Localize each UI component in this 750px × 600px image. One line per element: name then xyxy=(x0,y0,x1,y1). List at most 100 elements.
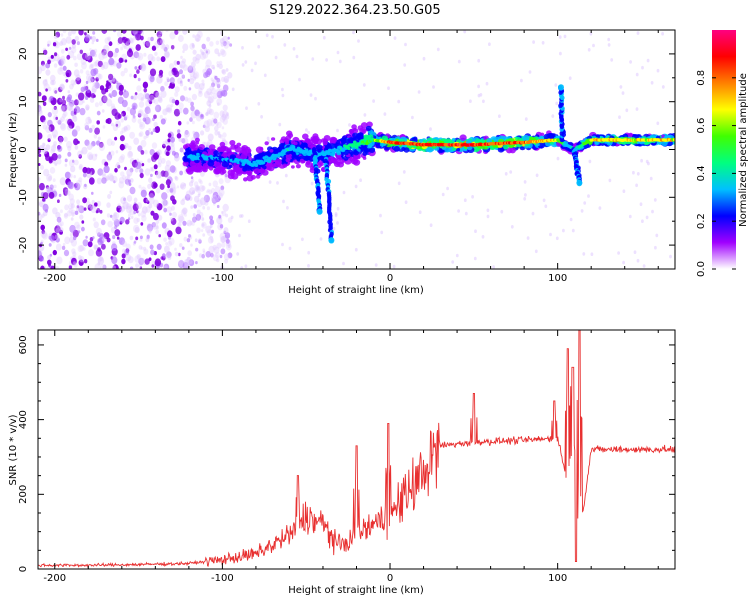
noise-blob xyxy=(198,87,203,94)
noise-blob xyxy=(204,195,208,199)
noise-blob xyxy=(148,193,155,200)
noise-blob xyxy=(94,263,101,269)
noise-blob xyxy=(120,154,126,161)
noise-blob xyxy=(202,233,206,237)
noise-blob xyxy=(107,36,111,41)
noise-blob xyxy=(500,209,504,214)
noise-blob xyxy=(101,30,108,34)
noise-blob xyxy=(223,253,230,261)
noise-blob xyxy=(101,109,105,113)
noise-blob xyxy=(61,105,68,113)
ridge-blob xyxy=(331,139,335,143)
noise-blob xyxy=(640,158,643,163)
noise-blob xyxy=(417,90,421,94)
noise-blob xyxy=(221,210,224,214)
noise-blob xyxy=(182,74,185,78)
noise-blob xyxy=(116,31,122,38)
noise-blob xyxy=(138,257,145,266)
noise-blob xyxy=(215,252,220,259)
noise-blob xyxy=(155,225,159,230)
noise-blob xyxy=(179,147,184,153)
colorbar-tick-label: 0.4 xyxy=(696,165,707,181)
noise-blob xyxy=(113,30,117,33)
noise-blob xyxy=(53,184,57,189)
noise-blob xyxy=(147,183,152,189)
noise-blob xyxy=(82,100,85,104)
noise-blob xyxy=(199,83,205,90)
noise-blob xyxy=(645,159,649,164)
noise-blob xyxy=(219,254,223,259)
noise-blob xyxy=(463,198,467,202)
noise-blob xyxy=(78,205,85,214)
noise-blob xyxy=(85,52,91,61)
noise-blob xyxy=(211,64,215,70)
noise-blob xyxy=(41,142,46,148)
noise-blob xyxy=(167,107,173,114)
noise-blob xyxy=(93,48,98,54)
noise-blob xyxy=(86,201,92,208)
noise-blob xyxy=(121,99,128,108)
noise-blob xyxy=(42,143,46,147)
noise-blob xyxy=(68,46,72,50)
noise-blob xyxy=(86,88,91,94)
noise-blob xyxy=(143,197,148,204)
noise-blob xyxy=(123,125,128,131)
noise-blob xyxy=(244,60,248,64)
noise-blob xyxy=(136,85,142,92)
noise-blob xyxy=(220,248,226,255)
noise-blob xyxy=(225,141,229,145)
noise-blob xyxy=(202,248,206,252)
noise-blob xyxy=(187,78,191,82)
noise-blob xyxy=(179,60,186,69)
noise-blob xyxy=(192,190,195,194)
noise-blob xyxy=(38,182,45,191)
noise-blob xyxy=(220,185,225,191)
noise-blob xyxy=(325,58,328,62)
noise-blob xyxy=(214,125,219,132)
noise-blob xyxy=(271,35,274,39)
ridge-blob xyxy=(361,128,366,133)
noise-blob xyxy=(88,177,95,185)
noise-blob xyxy=(307,130,310,135)
noise-blob xyxy=(174,251,179,257)
noise-blob xyxy=(155,187,161,194)
noise-blob xyxy=(213,246,220,254)
noise-blob xyxy=(118,237,125,246)
noise-blob xyxy=(57,97,63,105)
noise-blob xyxy=(65,79,69,83)
noise-blob xyxy=(348,123,351,127)
noise-blob xyxy=(88,64,94,70)
ridge-blob xyxy=(240,153,248,160)
noise-blob xyxy=(140,63,147,72)
noise-blob xyxy=(159,114,163,119)
noise-blob xyxy=(143,52,147,57)
noise-blob xyxy=(152,212,159,221)
ridge-blob xyxy=(247,148,252,153)
noise-blob xyxy=(283,43,287,47)
noise-blob xyxy=(41,63,45,68)
noise-blob xyxy=(555,101,559,106)
noise-blob xyxy=(152,128,156,133)
noise-blob xyxy=(124,142,129,149)
noise-blob xyxy=(229,43,233,47)
noise-blob xyxy=(68,265,72,269)
noise-blob xyxy=(97,168,104,176)
noise-blob xyxy=(216,61,220,65)
noise-blob xyxy=(145,130,150,136)
noise-blob xyxy=(81,220,85,224)
noise-blob xyxy=(127,150,134,159)
noise-blob xyxy=(197,90,203,97)
noise-blob xyxy=(191,120,195,125)
noise-blob xyxy=(121,110,126,117)
noise-blob xyxy=(153,164,158,170)
noise-blob xyxy=(57,199,60,203)
noise-blob xyxy=(582,252,586,256)
noise-blob xyxy=(134,168,139,173)
noise-blob xyxy=(206,144,210,148)
noise-blob xyxy=(103,165,110,174)
noise-blob xyxy=(38,66,43,75)
noise-blob xyxy=(174,91,179,97)
noise-blob xyxy=(52,144,57,149)
noise-blob xyxy=(116,62,122,69)
noise-blob xyxy=(87,152,94,160)
